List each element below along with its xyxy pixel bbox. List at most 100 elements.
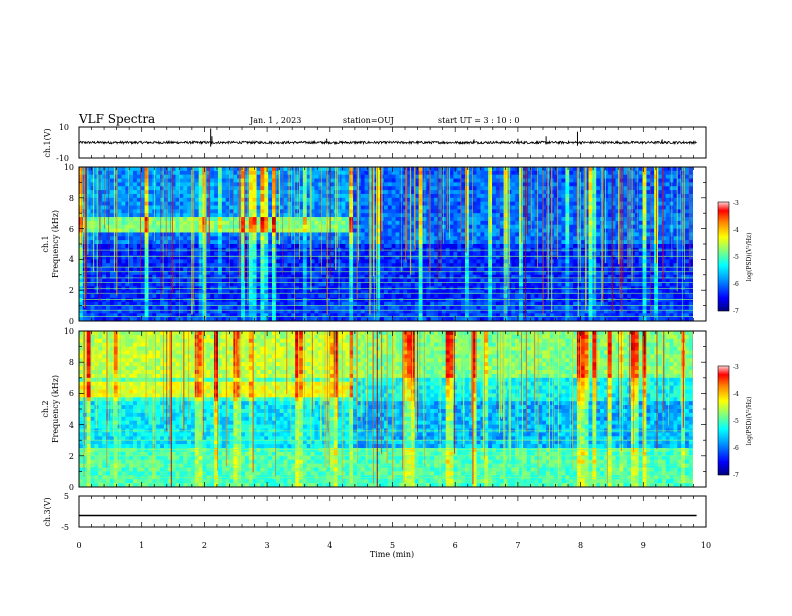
spectrogram-cell: [214, 186, 218, 190]
spectrogram-cell: [341, 206, 345, 210]
spectrogram-cell: [110, 186, 114, 190]
spectrogram-cell: [210, 244, 214, 248]
spectrogram-cell: [693, 209, 697, 213]
spectrogram-cell: [187, 213, 191, 217]
spectrogram-cell: [214, 229, 218, 233]
spectrogram-cell: [496, 252, 500, 256]
spectrogram-cell: [268, 267, 272, 271]
spectrogram-cell: [685, 232, 689, 236]
spectrogram-cell: [322, 182, 326, 186]
spectrogram-cell: [442, 267, 446, 271]
spectrogram-cell: [450, 182, 454, 186]
spectrogram-cell: [102, 275, 106, 279]
spectrogram-cell: [511, 275, 515, 279]
spectrogram-cell: [480, 167, 484, 171]
spectrogram-cell: [484, 267, 488, 271]
spectrogram-cell: [183, 194, 187, 198]
spectrogram-cell: [195, 182, 199, 186]
spectrogram-cell: [693, 225, 697, 229]
spectrogram-cell: [596, 244, 600, 248]
spectrogram-cell: [623, 232, 627, 236]
spectrogram-cell: [650, 175, 654, 179]
spectrogram-cell: [461, 252, 465, 256]
spectrogram-cell: [176, 206, 180, 210]
spectrogram-cell: [222, 225, 226, 229]
spectrogram-cell: [341, 232, 345, 236]
spectrogram-cell: [199, 167, 203, 171]
spectrogram-cell: [118, 252, 122, 256]
spectrogram-cell: [79, 171, 83, 175]
spectrogram-cell: [218, 202, 222, 206]
spectrogram-cell: [596, 171, 600, 175]
spectrogram-cell: [303, 217, 307, 221]
spectrogram-cell: [249, 252, 253, 256]
spectrogram-cell: [148, 267, 152, 271]
spectrogram-cell: [635, 267, 639, 271]
spectrogram-cell: [303, 206, 307, 210]
spectrogram-cell: [98, 202, 102, 206]
spectrogram-cell: [430, 252, 434, 256]
spectrogram-cell: [480, 232, 484, 236]
spectrogram-cell: [183, 232, 187, 236]
spectrogram-cell: [253, 182, 257, 186]
spectrogram-cell: [218, 209, 222, 213]
spectrogram-cell: [110, 190, 114, 194]
spectrogram-cell: [515, 206, 519, 210]
spectrogram-cell: [341, 244, 345, 248]
spectrogram-cell: [504, 232, 508, 236]
spectrogram-cell: [148, 190, 152, 194]
spectrogram-cell: [199, 175, 203, 179]
spectrogram-cell: [125, 182, 129, 186]
spectrogram-cell: [480, 217, 484, 221]
spectrogram-cell: [596, 190, 600, 194]
spectrogram-cell: [430, 171, 434, 175]
spectrogram-cell: [133, 213, 137, 217]
spectrogram-cell: [349, 194, 353, 198]
spectrogram-cell: [473, 194, 477, 198]
spectrogram-cell: [222, 167, 226, 171]
spectrogram-cell: [473, 182, 477, 186]
spectrogram-cell: [121, 171, 125, 175]
spectrogram-cell: [338, 252, 342, 256]
spectrogram-cell: [168, 275, 172, 279]
figure-title: VLF Spectra: [78, 112, 155, 126]
spectrogram-cell: [523, 186, 527, 190]
spectrogram-cell: [233, 190, 237, 194]
spectrogram-cell: [168, 259, 172, 263]
spectrogram-cell: [453, 179, 457, 183]
spectrogram-cell: [616, 267, 620, 271]
spectrogram-cell: [596, 232, 600, 236]
spectrogram-cell: [639, 225, 643, 229]
spectrogram-cell: [137, 283, 141, 287]
spectrogram-cell: [693, 186, 697, 190]
spectrogram-cell: [176, 267, 180, 271]
spectrogram-cell: [534, 267, 538, 271]
spectrogram-cell: [168, 244, 172, 248]
spectrogram-cell: [353, 225, 357, 229]
spectrogram-cell: [118, 225, 122, 229]
spectrogram-cell: [187, 225, 191, 229]
spectrogram-cell: [438, 175, 442, 179]
spectrogram-cell: [658, 217, 662, 221]
spectrogram-cell: [666, 194, 670, 198]
spectrogram-cell: [477, 213, 481, 217]
spectrogram-cell: [365, 190, 369, 194]
spectrogram-cell: [284, 179, 288, 183]
spectrogram-cell: [218, 240, 222, 244]
spectrogram-cell: [473, 217, 477, 221]
spectrogram-cell: [658, 186, 662, 190]
spectrogram-cell: [98, 182, 102, 186]
spectrogram-cell: [488, 179, 492, 183]
spectrogram-cell: [662, 225, 666, 229]
spectrogram-cell: [662, 213, 666, 217]
spectrogram-cell: [388, 182, 392, 186]
spectrogram-cell: [341, 175, 345, 179]
spectrogram-cell: [473, 229, 477, 233]
spectrogram-cell: [349, 252, 353, 256]
spectrogram-cell: [222, 275, 226, 279]
spectrogram-cell: [260, 186, 264, 190]
spectrogram-cell: [94, 259, 98, 263]
spectrogram-cell: [245, 275, 249, 279]
spectrogram-cell: [484, 244, 488, 248]
spectrogram-cell: [419, 186, 423, 190]
